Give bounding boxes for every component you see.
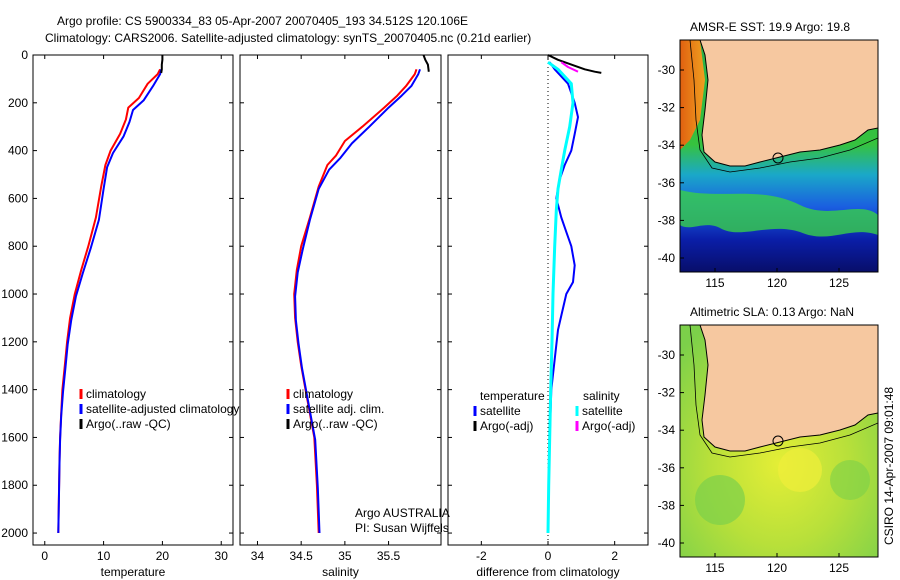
isobath-line [689, 40, 878, 173]
sla-low-blob [830, 460, 870, 500]
credit-label: CSIRO 14-Apr-2007 09:01:48 [882, 387, 896, 545]
y-tick-label: 600 [8, 191, 28, 205]
y-tick-label: 200 [8, 96, 28, 110]
y-tick-label: 1200 [1, 335, 28, 349]
difference-panel: -2 0 2 difference from climatology temperatu… [447, 54, 649, 579]
series-line [547, 61, 579, 534]
annotation-text: Argo AUSTRALIA [355, 506, 450, 520]
x-tick-label: 35.5 [377, 549, 401, 563]
x-tick-label: 0 [41, 549, 48, 563]
x-axis-label: difference from climatology [476, 565, 619, 579]
map-y-tick-label: -38 [658, 213, 676, 227]
x-tick-label: 0 [545, 549, 552, 563]
legend-title: temperature [480, 389, 545, 403]
legend-label: satellite-adjusted climatology [86, 402, 239, 416]
legend-label: Argo(..raw -QC) [86, 417, 171, 431]
y-tick-label: 800 [8, 239, 28, 253]
isobath-line [689, 325, 878, 458]
y-tick-label: 2000 [1, 526, 28, 540]
plot-frame [239, 54, 442, 546]
salinity-panel: 34 34.5 35 35.5 salinity climatologysatellite… [239, 54, 450, 579]
legend-label: satellite [582, 404, 623, 418]
series-line [547, 54, 602, 74]
plot-frame [32, 54, 234, 546]
map-y-tick-label: -38 [658, 498, 676, 512]
x-tick-label: 10 [97, 549, 111, 563]
x-tick-label: -2 [476, 549, 487, 563]
map-x-tick-label: 120 [767, 561, 787, 575]
series-line [57, 69, 163, 534]
annotation-text: PI: Susan Wijffels [355, 521, 449, 535]
map-y-tick-label: -36 [658, 461, 676, 475]
sst-map: AMSR-E SST: 19.9 Argo: 19.8 115 120 125 -30… [658, 20, 879, 290]
australia-landmass [699, 40, 878, 167]
series-line [160, 55, 164, 74]
series-line [546, 60, 575, 534]
series-line [422, 54, 430, 72]
map-y-tick-label: -40 [658, 251, 676, 265]
y-tick-label: 1000 [1, 287, 28, 301]
sla-high-blob [778, 448, 822, 492]
x-tick-label: 34 [251, 549, 265, 563]
x-tick-label: 34.5 [289, 549, 313, 563]
sla-low-blob [695, 475, 745, 525]
temperature-panel: 0 10 20 30 0 200 400 600 800 1000 1200 1400 1600 1800… [1, 48, 239, 579]
map-x-tick-label: 125 [829, 276, 849, 290]
y-tick-label: 0 [21, 48, 28, 62]
legend-label: Argo(-adj) [480, 419, 533, 433]
map-y-tick-label: -34 [658, 138, 676, 152]
legend-label: satellite [480, 404, 521, 418]
y-tick-label: 1400 [1, 383, 28, 397]
argo-position-marker [772, 435, 784, 447]
sla-map: Altimetric SLA: 0.13 Argo: NaN 115 120 125… [658, 305, 879, 575]
map-y-tick-label: -32 [658, 386, 676, 400]
map-y-tick-label: -40 [658, 536, 676, 550]
legend-title: salinity [583, 389, 620, 403]
y-tick-label: 1800 [1, 478, 28, 492]
map-y-tick-label: -34 [658, 423, 676, 437]
y-tick-label: 1600 [1, 430, 28, 444]
legend-label: climatology [293, 387, 353, 401]
figure-title-line2: Climatology: CARS2006. Satellite-adjuste… [45, 31, 531, 45]
map-x-tick-label: 115 [705, 276, 724, 290]
map-y-tick-label: -36 [658, 176, 676, 190]
legend-label: Argo(-adj) [582, 419, 635, 433]
series-line [57, 68, 161, 534]
map-x-tick-label: 115 [705, 561, 724, 575]
x-tick-label: 20 [156, 549, 170, 563]
sla-map-frame [679, 324, 879, 558]
map-y-tick-label: -30 [658, 348, 676, 362]
map-x-tick-label: 120 [767, 276, 787, 290]
warm-water-patch [680, 40, 705, 150]
x-axis-label: salinity [322, 565, 359, 579]
legend-label: satellite adj. clim. [293, 402, 384, 416]
map-x-tick-label: 125 [829, 561, 849, 575]
map-y-tick-label: -30 [658, 63, 676, 77]
x-tick-label: 30 [215, 549, 229, 563]
argo-position-marker [772, 152, 784, 164]
map-y-tick-label: -32 [658, 101, 676, 115]
green-eddy [680, 190, 878, 237]
sst-map-frame [679, 39, 879, 273]
x-tick-label: 2 [611, 549, 618, 563]
y-tick-label: 400 [8, 144, 28, 158]
legend-label: climatology [86, 387, 146, 401]
figure-title-line1: Argo profile: CS 5900334_83 05-Apr-2007 … [57, 14, 468, 28]
legend-label: Argo(..raw -QC) [293, 417, 378, 431]
series-line [560, 61, 579, 73]
sla-map-title: Altimetric SLA: 0.13 Argo: NaN [690, 305, 854, 319]
series-line [294, 68, 421, 534]
x-tick-label: 35 [338, 549, 352, 563]
australia-landmass [699, 325, 878, 452]
sst-map-title: AMSR-E SST: 19.9 Argo: 19.8 [690, 20, 850, 34]
x-axis-label: temperature [101, 565, 166, 579]
